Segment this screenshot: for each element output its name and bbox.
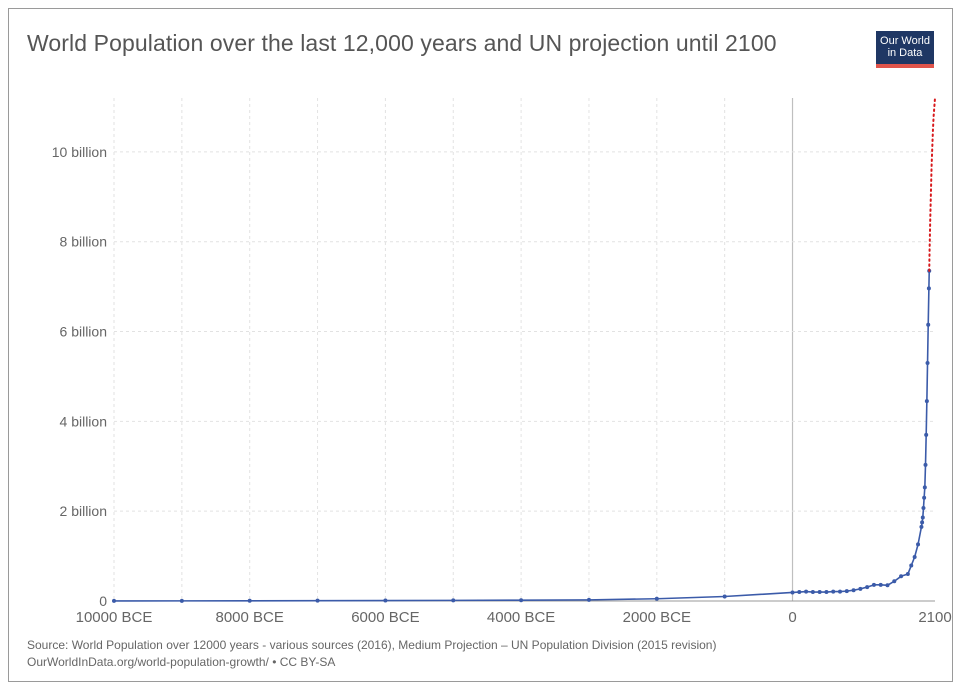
data-point[interactable] — [912, 554, 917, 559]
data-point[interactable] — [810, 590, 815, 595]
data-point[interactable] — [909, 563, 914, 568]
y-tick-label: 4 billion — [60, 413, 107, 429]
axis-layer: 0 2 billion 4 billion 6 billion 8 billion 10 … — [52, 144, 952, 626]
data-point[interactable] — [899, 574, 904, 579]
data-point[interactable] — [790, 590, 795, 595]
y-tick-label: 0 — [99, 593, 107, 609]
population-line — [113, 270, 931, 602]
data-point[interactable] — [844, 589, 849, 594]
data-point[interactable] — [824, 590, 829, 595]
projection-line — [928, 97, 936, 272]
x-tick-label: 8000 BCE — [216, 609, 284, 626]
source-line-2[interactable]: OurWorldInData.org/world-population-grow… — [27, 655, 336, 669]
x-tick-label: 2000 BCE — [623, 609, 691, 626]
data-point[interactable] — [925, 360, 930, 365]
data-point[interactable] — [817, 590, 822, 595]
data-point[interactable] — [885, 583, 890, 588]
data-point[interactable] — [920, 515, 925, 520]
data-point[interactable] — [654, 596, 659, 601]
data-point[interactable] — [923, 462, 928, 467]
data-point[interactable] — [804, 589, 809, 594]
data-point[interactable] — [383, 598, 388, 603]
data-point[interactable] — [831, 589, 836, 594]
series-layer — [112, 97, 936, 603]
data-point[interactable] — [858, 586, 863, 591]
data-point[interactable] — [586, 597, 591, 602]
y-tick-label: 2 billion — [60, 503, 107, 519]
data-point[interactable] — [919, 524, 924, 529]
data-point[interactable] — [926, 286, 931, 291]
data-point[interactable] — [892, 579, 897, 584]
source-note: Source: World Population over 12000 year… — [27, 637, 716, 671]
chart-frame — [8, 8, 953, 682]
source-line-1: Source: World Population over 12000 year… — [27, 638, 717, 652]
data-point[interactable] — [871, 582, 876, 587]
data-point[interactable] — [247, 598, 252, 603]
x-tick-label: 2100 — [918, 609, 951, 626]
x-tick-label: 4000 BCE — [487, 609, 555, 626]
data-point[interactable] — [519, 598, 524, 603]
data-point[interactable] — [924, 399, 929, 404]
data-point[interactable] — [916, 542, 921, 547]
data-point[interactable] — [797, 590, 802, 595]
data-point[interactable] — [851, 588, 856, 593]
data-point[interactable] — [924, 432, 929, 437]
data-point[interactable] — [921, 506, 926, 511]
data-point[interactable] — [112, 598, 116, 603]
data-point[interactable] — [922, 485, 927, 490]
data-point[interactable] — [722, 594, 727, 599]
data-point[interactable] — [878, 582, 883, 587]
logo-line-1: Our World — [880, 35, 930, 47]
y-tick-label: 10 billion — [52, 144, 107, 160]
data-point[interactable] — [865, 585, 870, 590]
x-tick-label: 10000 BCE — [76, 609, 153, 626]
logo-line-2: in Data — [887, 47, 923, 59]
chart-title: World Population over the last 12,000 ye… — [27, 30, 777, 56]
data-point[interactable] — [920, 520, 925, 525]
data-point[interactable] — [179, 598, 184, 603]
data-point[interactable] — [926, 322, 931, 327]
y-tick-label: 6 billion — [60, 324, 107, 340]
data-point[interactable] — [315, 598, 320, 603]
data-point[interactable] — [451, 598, 456, 603]
owid-logo[interactable]: Our World in Data — [876, 31, 934, 68]
data-point[interactable] — [838, 589, 843, 594]
x-tick-label: 6000 BCE — [351, 609, 419, 626]
data-point[interactable] — [922, 495, 927, 500]
data-point[interactable] — [905, 572, 910, 577]
y-tick-label: 8 billion — [60, 234, 107, 250]
x-tick-label: 0 — [788, 609, 796, 626]
grid-layer — [113, 98, 935, 601]
